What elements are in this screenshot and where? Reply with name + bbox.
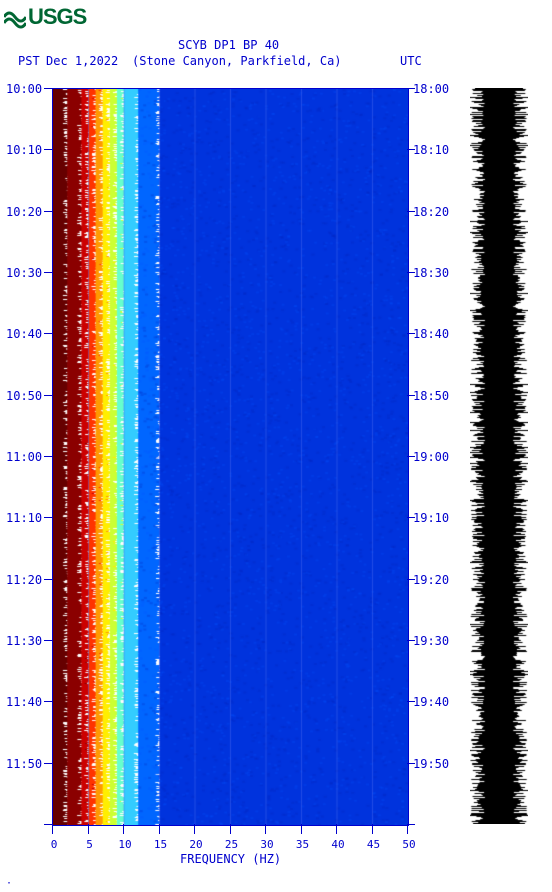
- y-tick-mark: [44, 333, 52, 334]
- y-left-tick: 10:50: [6, 389, 42, 403]
- y-right-tick: 19:10: [413, 511, 449, 525]
- y-tick-mark: [44, 517, 52, 518]
- y-left-tick: 11:30: [6, 634, 42, 648]
- y-tick-mark: [407, 763, 415, 764]
- y-tick-mark: [407, 701, 415, 702]
- y-tick-mark: [44, 579, 52, 580]
- waveform-trace: [470, 88, 528, 824]
- footer-dot: ·: [6, 878, 12, 889]
- logo-text: USGS: [28, 4, 86, 29]
- label-date: Dec 1,2022: [46, 54, 118, 68]
- y-right-tick: 18:50: [413, 389, 449, 403]
- y-left-tick: 11:00: [6, 450, 42, 464]
- x-tick-mark: [52, 824, 53, 834]
- y-tick-mark: [407, 211, 415, 212]
- y-tick-mark: [407, 149, 415, 150]
- y-tick-mark: [44, 701, 52, 702]
- y-tick-mark: [407, 456, 415, 457]
- y-tick-mark: [44, 88, 52, 89]
- x-tick-mark: [265, 824, 266, 834]
- x-tick: 15: [151, 838, 171, 851]
- y-right-tick: 19:50: [413, 757, 449, 771]
- x-tick: 10: [115, 838, 135, 851]
- y-left-tick: 11:20: [6, 573, 42, 587]
- y-tick-mark: [407, 88, 415, 89]
- y-tick-mark: [407, 333, 415, 334]
- label-utc: UTC: [400, 54, 422, 68]
- y-tick-mark: [407, 517, 415, 518]
- y-right-tick: 18:10: [413, 143, 449, 157]
- label-pst: PST: [18, 54, 40, 68]
- x-tick: 40: [328, 838, 348, 851]
- y-tick-mark: [44, 763, 52, 764]
- y-tick-mark: [407, 579, 415, 580]
- y-right-tick: 19:20: [413, 573, 449, 587]
- y-tick-mark: [44, 824, 52, 825]
- y-tick-mark: [407, 640, 415, 641]
- y-right-tick: 18:30: [413, 266, 449, 280]
- y-tick-mark: [407, 395, 415, 396]
- y-right-tick: 19:00: [413, 450, 449, 464]
- x-axis-title: FREQUENCY (HZ): [180, 852, 281, 866]
- y-left-tick: 10:40: [6, 327, 42, 341]
- usgs-logo: USGS: [4, 4, 86, 30]
- y-left-tick: 11:40: [6, 695, 42, 709]
- y-left-tick: 10:10: [6, 143, 42, 157]
- y-right-tick: 18:40: [413, 327, 449, 341]
- y-tick-mark: [44, 640, 52, 641]
- y-left-tick: 11:50: [6, 757, 42, 771]
- y-tick-mark: [44, 211, 52, 212]
- y-left-tick: 10:00: [6, 82, 42, 96]
- x-tick: 5: [80, 838, 100, 851]
- x-tick-mark: [372, 824, 373, 834]
- x-tick-mark: [230, 824, 231, 834]
- x-tick-mark: [88, 824, 89, 834]
- x-tick: 20: [186, 838, 206, 851]
- y-left-tick: 10:30: [6, 266, 42, 280]
- y-tick-mark: [407, 824, 415, 825]
- x-tick-mark: [407, 824, 408, 834]
- y-right-tick: 18:00: [413, 82, 449, 96]
- x-tick-mark: [159, 824, 160, 834]
- y-tick-mark: [44, 272, 52, 273]
- y-right-tick: 18:20: [413, 205, 449, 219]
- y-tick-mark: [44, 395, 52, 396]
- y-tick-mark: [44, 456, 52, 457]
- y-tick-mark: [44, 149, 52, 150]
- y-left-tick: 11:10: [6, 511, 42, 525]
- chart-title-1: SCYB DP1 BP 40: [178, 38, 279, 52]
- x-tick: 50: [399, 838, 419, 851]
- x-tick-mark: [123, 824, 124, 834]
- x-tick-mark: [336, 824, 337, 834]
- y-right-tick: 19:30: [413, 634, 449, 648]
- x-tick: 25: [222, 838, 242, 851]
- label-station: (Stone Canyon, Parkfield, Ca): [132, 54, 342, 68]
- x-tick-mark: [301, 824, 302, 834]
- y-tick-mark: [407, 272, 415, 273]
- x-tick: 30: [257, 838, 277, 851]
- y-left-tick: 10:20: [6, 205, 42, 219]
- spectrogram-plot: [52, 88, 409, 826]
- y-right-tick: 19:40: [413, 695, 449, 709]
- x-tick: 0: [44, 838, 64, 851]
- x-tick: 45: [364, 838, 384, 851]
- x-tick: 35: [293, 838, 313, 851]
- logo-wave-icon: [4, 9, 26, 27]
- x-tick-mark: [194, 824, 195, 834]
